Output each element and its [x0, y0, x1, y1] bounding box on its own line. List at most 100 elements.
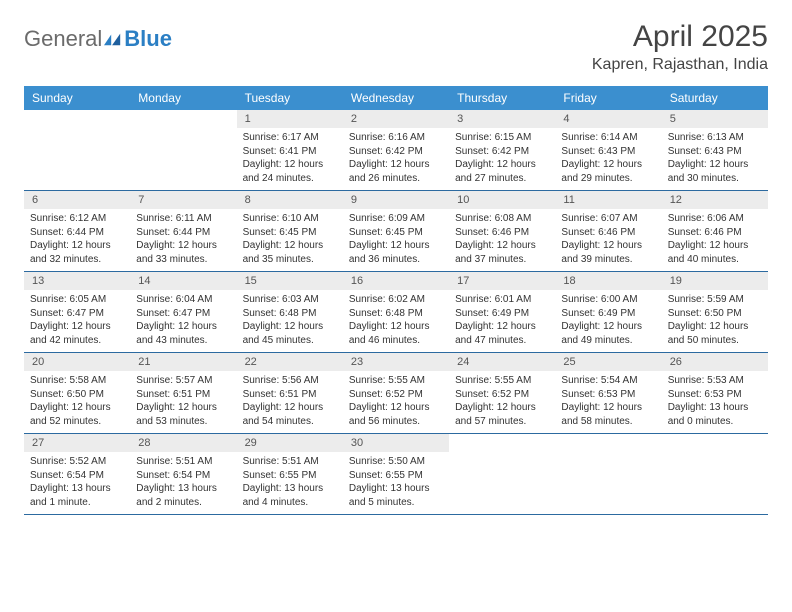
day-number: 3	[449, 110, 555, 128]
sunset-text: Sunset: 6:46 PM	[668, 226, 762, 240]
sunset-text: Sunset: 6:43 PM	[668, 145, 762, 159]
day-number: 21	[130, 353, 236, 371]
calendar-day-cell: 15Sunrise: 6:03 AMSunset: 6:48 PMDayligh…	[237, 272, 343, 352]
calendar-day-cell: 19Sunrise: 5:59 AMSunset: 6:50 PMDayligh…	[662, 272, 768, 352]
day-header: Friday	[555, 86, 661, 110]
sunset-text: Sunset: 6:51 PM	[136, 388, 230, 402]
day-details: Sunrise: 6:08 AMSunset: 6:46 PMDaylight:…	[449, 209, 555, 271]
sunset-text: Sunset: 6:53 PM	[668, 388, 762, 402]
day-number: 12	[662, 191, 768, 209]
sunrise-text: Sunrise: 5:52 AM	[30, 455, 124, 469]
day-details: Sunrise: 6:15 AMSunset: 6:42 PMDaylight:…	[449, 128, 555, 190]
daylight-text: Daylight: 12 hours and 47 minutes.	[455, 320, 549, 347]
calendar-day-cell: 30Sunrise: 5:50 AMSunset: 6:55 PMDayligh…	[343, 434, 449, 514]
day-details: Sunrise: 6:02 AMSunset: 6:48 PMDaylight:…	[343, 290, 449, 352]
sunrise-text: Sunrise: 5:55 AM	[455, 374, 549, 388]
sunrise-text: Sunrise: 6:13 AM	[668, 131, 762, 145]
daylight-text: Daylight: 12 hours and 43 minutes.	[136, 320, 230, 347]
day-details: Sunrise: 6:11 AMSunset: 6:44 PMDaylight:…	[130, 209, 236, 271]
day-number: 8	[237, 191, 343, 209]
day-number: 4	[555, 110, 661, 128]
sunrise-text: Sunrise: 5:50 AM	[349, 455, 443, 469]
day-number	[449, 434, 555, 440]
calendar-day-cell	[555, 434, 661, 514]
sunset-text: Sunset: 6:46 PM	[455, 226, 549, 240]
calendar-grid: Sunday Monday Tuesday Wednesday Thursday…	[24, 86, 768, 515]
sunset-text: Sunset: 6:47 PM	[30, 307, 124, 321]
day-header: Monday	[130, 86, 236, 110]
sunrise-text: Sunrise: 5:53 AM	[668, 374, 762, 388]
calendar-day-cell: 3Sunrise: 6:15 AMSunset: 6:42 PMDaylight…	[449, 110, 555, 190]
sunrise-text: Sunrise: 6:02 AM	[349, 293, 443, 307]
daylight-text: Daylight: 12 hours and 54 minutes.	[243, 401, 337, 428]
day-details: Sunrise: 5:52 AMSunset: 6:54 PMDaylight:…	[24, 452, 130, 514]
calendar-week-row: 1Sunrise: 6:17 AMSunset: 6:41 PMDaylight…	[24, 110, 768, 191]
day-number: 28	[130, 434, 236, 452]
sunset-text: Sunset: 6:42 PM	[349, 145, 443, 159]
sunset-text: Sunset: 6:48 PM	[349, 307, 443, 321]
day-details: Sunrise: 6:03 AMSunset: 6:48 PMDaylight:…	[237, 290, 343, 352]
day-details: Sunrise: 5:58 AMSunset: 6:50 PMDaylight:…	[24, 371, 130, 433]
page-header: General Blue April 2025 Kapren, Rajastha…	[24, 20, 768, 74]
sunset-text: Sunset: 6:52 PM	[455, 388, 549, 402]
daylight-text: Daylight: 12 hours and 49 minutes.	[561, 320, 655, 347]
brand-triangle-icon	[104, 32, 122, 46]
sunset-text: Sunset: 6:47 PM	[136, 307, 230, 321]
sunset-text: Sunset: 6:44 PM	[30, 226, 124, 240]
day-number: 15	[237, 272, 343, 290]
calendar-day-cell: 4Sunrise: 6:14 AMSunset: 6:43 PMDaylight…	[555, 110, 661, 190]
sunset-text: Sunset: 6:50 PM	[30, 388, 124, 402]
day-number: 18	[555, 272, 661, 290]
day-details: Sunrise: 5:55 AMSunset: 6:52 PMDaylight:…	[343, 371, 449, 433]
calendar-week-row: 20Sunrise: 5:58 AMSunset: 6:50 PMDayligh…	[24, 353, 768, 434]
daylight-text: Daylight: 12 hours and 35 minutes.	[243, 239, 337, 266]
calendar-day-cell	[130, 110, 236, 190]
calendar-week-row: 27Sunrise: 5:52 AMSunset: 6:54 PMDayligh…	[24, 434, 768, 515]
day-details: Sunrise: 6:12 AMSunset: 6:44 PMDaylight:…	[24, 209, 130, 271]
calendar-day-cell: 16Sunrise: 6:02 AMSunset: 6:48 PMDayligh…	[343, 272, 449, 352]
day-number	[555, 434, 661, 440]
day-header: Thursday	[449, 86, 555, 110]
sunset-text: Sunset: 6:54 PM	[30, 469, 124, 483]
daylight-text: Daylight: 12 hours and 29 minutes.	[561, 158, 655, 185]
sunset-text: Sunset: 6:53 PM	[561, 388, 655, 402]
calendar-day-cell	[662, 434, 768, 514]
day-number: 23	[343, 353, 449, 371]
day-number: 10	[449, 191, 555, 209]
day-details: Sunrise: 6:01 AMSunset: 6:49 PMDaylight:…	[449, 290, 555, 352]
calendar-day-cell: 12Sunrise: 6:06 AMSunset: 6:46 PMDayligh…	[662, 191, 768, 271]
daylight-text: Daylight: 13 hours and 1 minute.	[30, 482, 124, 509]
day-details: Sunrise: 5:50 AMSunset: 6:55 PMDaylight:…	[343, 452, 449, 514]
day-details: Sunrise: 6:10 AMSunset: 6:45 PMDaylight:…	[237, 209, 343, 271]
day-number: 27	[24, 434, 130, 452]
day-details: Sunrise: 5:51 AMSunset: 6:55 PMDaylight:…	[237, 452, 343, 514]
calendar-day-cell: 24Sunrise: 5:55 AMSunset: 6:52 PMDayligh…	[449, 353, 555, 433]
sunset-text: Sunset: 6:44 PM	[136, 226, 230, 240]
daylight-text: Daylight: 12 hours and 45 minutes.	[243, 320, 337, 347]
sunset-text: Sunset: 6:52 PM	[349, 388, 443, 402]
day-number: 1	[237, 110, 343, 128]
daylight-text: Daylight: 13 hours and 5 minutes.	[349, 482, 443, 509]
location-subtitle: Kapren, Rajasthan, India	[592, 56, 768, 74]
day-number: 22	[237, 353, 343, 371]
day-details: Sunrise: 5:55 AMSunset: 6:52 PMDaylight:…	[449, 371, 555, 433]
sunrise-text: Sunrise: 6:06 AM	[668, 212, 762, 226]
daylight-text: Daylight: 12 hours and 52 minutes.	[30, 401, 124, 428]
day-details: Sunrise: 6:05 AMSunset: 6:47 PMDaylight:…	[24, 290, 130, 352]
sunrise-text: Sunrise: 6:16 AM	[349, 131, 443, 145]
calendar-day-cell: 7Sunrise: 6:11 AMSunset: 6:44 PMDaylight…	[130, 191, 236, 271]
sunrise-text: Sunrise: 6:10 AM	[243, 212, 337, 226]
daylight-text: Daylight: 12 hours and 30 minutes.	[668, 158, 762, 185]
calendar-day-cell: 18Sunrise: 6:00 AMSunset: 6:49 PMDayligh…	[555, 272, 661, 352]
day-number: 17	[449, 272, 555, 290]
day-number: 16	[343, 272, 449, 290]
sunset-text: Sunset: 6:49 PM	[455, 307, 549, 321]
daylight-text: Daylight: 13 hours and 0 minutes.	[668, 401, 762, 428]
sunset-text: Sunset: 6:49 PM	[561, 307, 655, 321]
sunrise-text: Sunrise: 5:58 AM	[30, 374, 124, 388]
day-number: 19	[662, 272, 768, 290]
calendar-day-cell: 6Sunrise: 6:12 AMSunset: 6:44 PMDaylight…	[24, 191, 130, 271]
day-details: Sunrise: 6:14 AMSunset: 6:43 PMDaylight:…	[555, 128, 661, 190]
calendar-day-cell: 23Sunrise: 5:55 AMSunset: 6:52 PMDayligh…	[343, 353, 449, 433]
day-details: Sunrise: 5:57 AMSunset: 6:51 PMDaylight:…	[130, 371, 236, 433]
